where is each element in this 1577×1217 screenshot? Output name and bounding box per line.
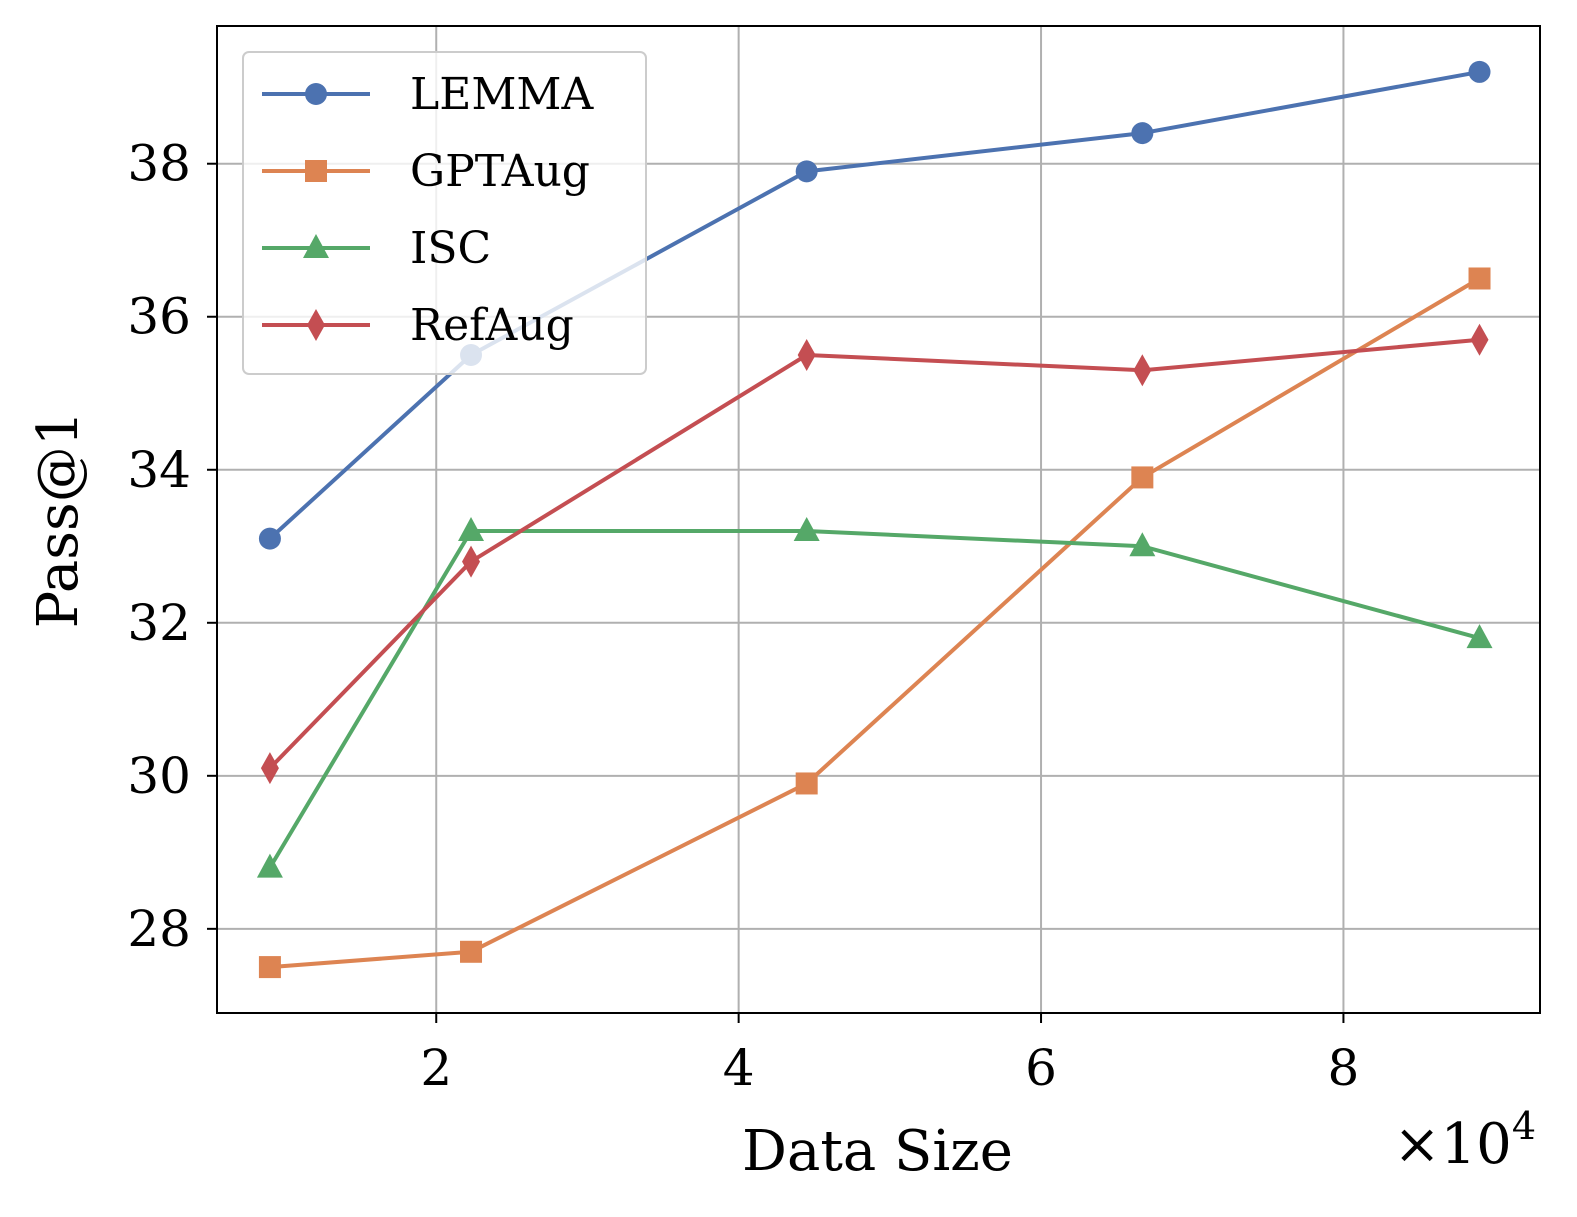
series-isc [256,516,1493,878]
legend-item-refaug: RefAug [262,300,574,351]
y-tick-label: 28 [127,900,191,958]
data-point-lemma [795,160,818,183]
series-gptaug [258,267,1491,979]
legend-label-isc: ISC [410,223,491,274]
data-point-refaug [462,545,481,578]
y-tick-label: 38 [127,135,191,193]
data-point-lemma [1131,122,1154,145]
grid-lines [217,26,1540,1013]
series-refaug [260,323,1489,785]
data-point-gptaug [1131,466,1154,489]
y-tick-label: 36 [127,288,191,346]
data-point-isc [256,853,283,878]
data-point-refaug [797,339,816,371]
data-point-refaug [260,752,279,785]
y-axis-label: Pass@1 [26,411,91,629]
data-point-lemma [258,527,281,550]
y-tick-label: 32 [127,594,191,652]
data-point-isc [793,516,820,541]
legend-marker-refaug [307,309,325,341]
legend-box [242,51,647,375]
data-point-isc [1129,532,1156,557]
data-point-isc [1466,624,1493,649]
legend-marker-lemma [305,83,327,105]
series-lines [256,60,1493,979]
y-tick-label: 34 [127,441,191,499]
x-multiplier-exponent: 4 [1512,1104,1536,1148]
x-tick-label: 6 [1025,1039,1057,1097]
data-point-refaug [1470,323,1489,356]
axis-ticks: 2 4 6 8 28 30 32 34 36 38 [127,135,1359,1097]
data-point-lemma [1468,60,1491,83]
data-point-gptaug [1468,267,1491,290]
x-tick-label: 4 [723,1039,755,1097]
legend-item-isc: ISC [262,223,491,274]
x-tick-label: 2 [420,1039,452,1097]
series-line-refaug [268,337,1480,770]
legend-marker-gptaug [305,160,327,182]
x-multiplier-base: ×10 [1394,1112,1512,1177]
data-point-gptaug [258,956,281,979]
legend-item-gptaug: GPTAug [262,146,590,197]
legend-label-lemma: LEMMA [410,69,594,120]
data-point-gptaug [795,772,818,795]
y-tick-label: 30 [127,747,191,805]
legend-label-refaug: RefAug [410,300,574,351]
x-axis-label: Data Size [742,1119,1013,1184]
data-point-gptaug [460,940,483,963]
data-point-isc [458,516,485,541]
legend: LEMMA GPTAug ISC RefAug [242,51,647,375]
legend-label-gptaug: GPTAug [410,146,590,197]
plot-frame [216,25,1541,1014]
legend-item-lemma: LEMMA [262,69,594,120]
x-axis-multiplier: ×104 [1394,1104,1536,1177]
legend-marker-isc [303,234,329,258]
x-tick-label: 8 [1328,1039,1360,1097]
data-point-refaug [1133,354,1152,387]
